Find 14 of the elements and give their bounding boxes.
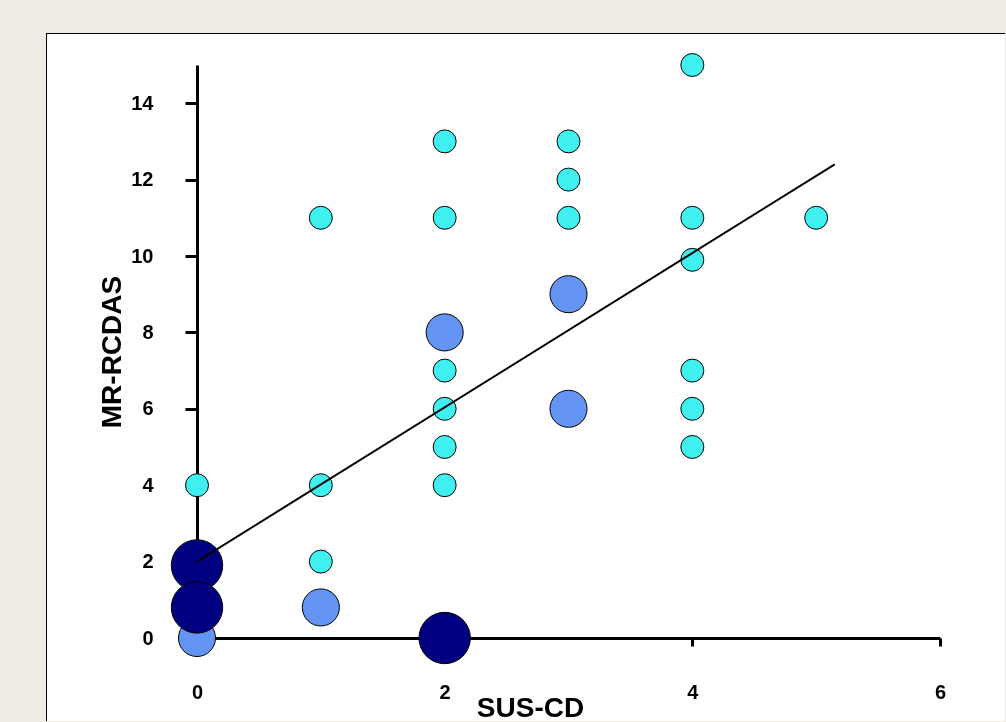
x-tick-label: 0 [191, 680, 204, 703]
x-tick-label: 6 [934, 680, 947, 703]
y-tick-label: 2 [142, 550, 154, 573]
y-axis-title: MR-RCDAS [96, 275, 128, 429]
y-tick-label: 10 [131, 244, 154, 267]
y-tick-label: 14 [131, 91, 155, 114]
x-tick-label: 4 [687, 680, 700, 703]
x-axis-title: SUS-CD [476, 691, 585, 722]
y-tick-label: 4 [142, 473, 155, 496]
x-tick-label: 2 [439, 680, 451, 703]
y-tick-label: 8 [142, 320, 154, 343]
y-tick-label: 0 [142, 626, 154, 649]
y-tick-label: 12 [131, 168, 154, 191]
y-tick-label: 6 [142, 397, 154, 420]
